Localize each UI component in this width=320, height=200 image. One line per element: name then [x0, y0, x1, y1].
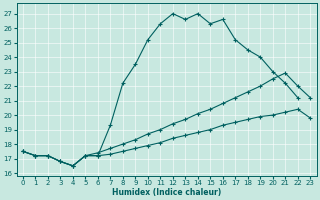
- X-axis label: Humidex (Indice chaleur): Humidex (Indice chaleur): [112, 188, 221, 197]
